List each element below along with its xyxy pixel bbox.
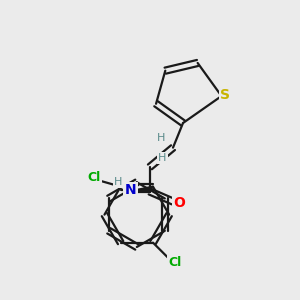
Text: H: H [158, 153, 166, 163]
Text: H: H [157, 134, 165, 143]
Text: O: O [173, 196, 185, 210]
Text: N: N [125, 183, 136, 197]
Text: S: S [220, 88, 230, 101]
Text: Cl: Cl [88, 171, 101, 184]
Text: Cl: Cl [168, 256, 181, 269]
Text: H: H [114, 177, 122, 187]
